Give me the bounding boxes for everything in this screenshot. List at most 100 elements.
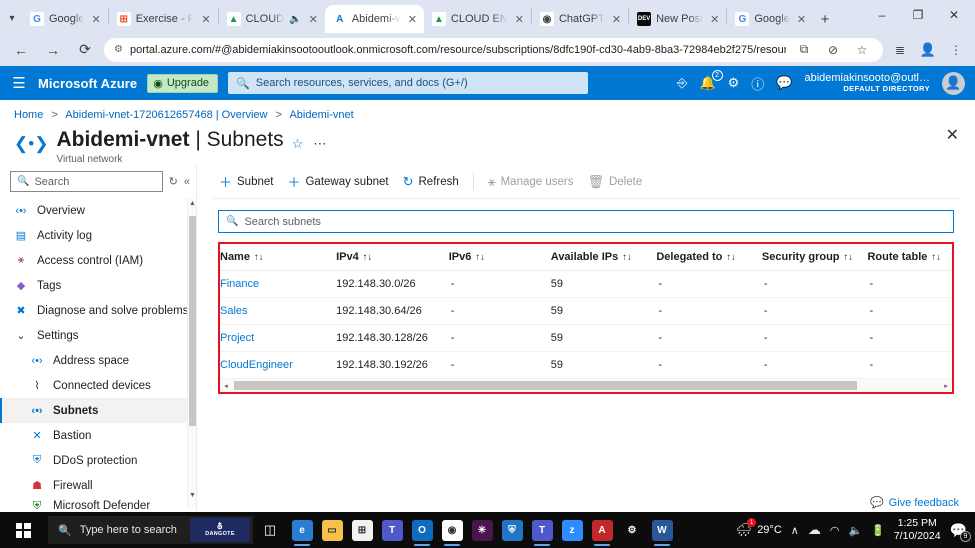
sidebar-item-ddos-protection[interactable]: ⛨ DDoS protection bbox=[0, 448, 196, 473]
extensions-icon[interactable]: ≣ bbox=[894, 42, 906, 57]
give-feedback-link[interactable]: 💬 Give feedback bbox=[870, 496, 959, 510]
browser-tab-5[interactable]: ◉ ChatGPT ✕ bbox=[532, 5, 628, 33]
browser-menu-icon[interactable]: ⋮ bbox=[950, 42, 962, 57]
sidebar-scrollbar[interactable]: ▲ ▼ bbox=[187, 198, 196, 509]
more-options-icon[interactable]: ⋯ bbox=[313, 136, 327, 151]
resource-menu-search-input[interactable]: 🔍 Search bbox=[10, 171, 163, 193]
sort-icon[interactable]: ↑↓ bbox=[362, 252, 373, 264]
column-header-route-table[interactable]: Route table ↑↓ bbox=[867, 244, 952, 272]
sort-icon[interactable]: ↑↓ bbox=[622, 252, 632, 264]
command-refresh[interactable]: ↻ Refresh bbox=[403, 174, 459, 190]
sidebar-item-address-space[interactable]: ‹•› Address space bbox=[0, 348, 196, 373]
profile-avatar-icon[interactable]: 👤 bbox=[919, 41, 937, 57]
window-minimize-button[interactable]: – bbox=[878, 8, 886, 22]
subnet-link[interactable]: Sales bbox=[220, 305, 248, 318]
weather-widget[interactable]: 🌧 1 29°C bbox=[736, 518, 782, 538]
new-tab-button[interactable]: + bbox=[820, 10, 830, 28]
cell-name[interactable]: Sales bbox=[220, 297, 337, 326]
scroll-up-arrow-icon[interactable]: ▲ bbox=[189, 200, 196, 208]
tab-audio-icon[interactable]: 🔈 bbox=[289, 13, 302, 25]
table-row[interactable]: CloudEngineer 192.148.30.192/26-59- - - bbox=[220, 351, 952, 380]
taskbar-edge-icon[interactable]: e bbox=[287, 512, 317, 548]
breadcrumb-item-vnet[interactable]: Abidemi-vnet bbox=[289, 109, 354, 121]
table-horizontal-scrollbar[interactable]: ◂ ▸ bbox=[220, 379, 952, 393]
wifi-icon[interactable]: ◠ bbox=[829, 524, 840, 537]
sidebar-item-overview[interactable]: ‹•› Overview bbox=[0, 198, 196, 223]
gear-icon[interactable]: ⚙ bbox=[727, 75, 740, 90]
onedrive-cloud-icon[interactable]: ☁ bbox=[807, 522, 821, 537]
tab-close-icon[interactable]: ✕ bbox=[710, 13, 720, 26]
command-subnet[interactable]: ＋ Subnet bbox=[219, 172, 273, 191]
browser-tab-7[interactable]: G Google ✕ bbox=[727, 5, 813, 33]
table-row[interactable]: Project 192.148.30.128/26-59- - - bbox=[220, 324, 952, 353]
subnet-link[interactable]: CloudEngineer bbox=[220, 359, 293, 372]
breadcrumb-item-overview[interactable]: Abidemi-vnet-1720612657468 | Overview bbox=[65, 109, 268, 121]
address-bar[interactable]: ⚙ portal.azure.com/#@abidemiakinsootoout… bbox=[104, 37, 883, 62]
help-icon[interactable]: ⓘ bbox=[751, 76, 765, 92]
sidebar-item-subnets[interactable]: ‹•› Subnets bbox=[0, 398, 196, 424]
notifications-icon[interactable]: 🔔 2 bbox=[699, 70, 723, 91]
browser-tab-6[interactable]: DEV New Post ✕ bbox=[629, 5, 726, 33]
tab-close-icon[interactable]: ✕ bbox=[611, 13, 622, 26]
scroll-down-arrow-icon[interactable]: ▼ bbox=[189, 492, 196, 500]
window-maximize-button[interactable]: ❐ bbox=[912, 8, 924, 22]
taskbar-clock[interactable]: 1:25 PM 7/10/2024 bbox=[894, 517, 941, 543]
table-scroll-thumb[interactable] bbox=[234, 381, 858, 391]
sort-icon[interactable]: ↑↓ bbox=[726, 252, 736, 264]
cloud-shell-icon[interactable]: ⎆ bbox=[677, 75, 688, 90]
cell-name[interactable]: Finance bbox=[220, 270, 337, 299]
scroll-left-arrow-icon[interactable]: ◂ bbox=[224, 382, 228, 390]
search-subnets-input[interactable]: 🔍 Search subnets bbox=[218, 210, 954, 234]
start-button[interactable] bbox=[0, 512, 46, 548]
favorite-star-icon[interactable]: ☆ bbox=[291, 136, 304, 151]
taskbar-acrobat-icon[interactable]: A bbox=[587, 512, 617, 548]
taskbar-word-icon[interactable]: W bbox=[647, 512, 677, 548]
sidebar-item-bastion[interactable]: ✕ Bastion bbox=[0, 423, 196, 448]
global-search-input[interactable]: 🔍 Search resources, services, and docs (… bbox=[228, 72, 589, 94]
column-header-security-group[interactable]: Security group ↑↓ bbox=[761, 244, 868, 272]
cell-name[interactable]: Project bbox=[220, 324, 337, 353]
upgrade-button[interactable]: ◉ Upgrade bbox=[147, 73, 219, 93]
portal-menu-icon[interactable]: ☰ bbox=[12, 75, 26, 92]
sidebar-item-settings[interactable]: ⌄ Settings bbox=[0, 323, 196, 348]
reload-button[interactable]: ⟳ bbox=[79, 41, 91, 57]
sort-icon[interactable]: ↑↓ bbox=[931, 252, 941, 264]
forward-button[interactable]: → bbox=[46, 41, 60, 58]
browser-tab-2[interactable]: ▲ CLOUD 🔈 ✕ bbox=[219, 5, 325, 33]
taskbar-outlook-icon[interactable]: O bbox=[407, 512, 437, 548]
sort-icon[interactable]: ↑↓ bbox=[843, 252, 854, 264]
battery-icon[interactable]: 🔋 bbox=[871, 524, 885, 537]
scroll-right-arrow-icon[interactable]: ▸ bbox=[944, 382, 948, 390]
browser-tab-4[interactable]: ▲ CLOUD EN ✕ bbox=[424, 5, 531, 33]
tab-close-icon[interactable]: ✕ bbox=[796, 13, 807, 26]
sort-icon[interactable]: ↑↓ bbox=[475, 252, 485, 264]
taskbar-slack-icon[interactable]: ✳ bbox=[467, 512, 497, 548]
close-blade-button[interactable]: ✕ bbox=[945, 127, 959, 144]
tab-close-icon[interactable]: ✕ bbox=[514, 13, 524, 26]
column-header-ipv4[interactable]: IPv4 ↑↓ bbox=[336, 244, 449, 272]
sidebar-item-microsoft-defender-for-cloud[interactable]: ⛨ Microsoft Defender for Cloud bbox=[0, 498, 196, 510]
tab-list-chevron-icon[interactable]: ▾ bbox=[9, 12, 15, 24]
window-close-button[interactable]: ✕ bbox=[948, 8, 960, 22]
sidebar-item-access-control-iam[interactable]: ⚹ Access control (IAM) bbox=[0, 248, 196, 273]
taskbar-search-input[interactable]: 🔍 Type here to search ⛢ DANGOTE bbox=[48, 516, 253, 544]
taskbar-microsoft-store-icon[interactable]: ⊞ bbox=[347, 512, 377, 548]
tab-close-icon[interactable]: ✕ bbox=[91, 13, 101, 26]
avatar[interactable]: 👤 bbox=[942, 71, 965, 95]
taskbar-teams-icon[interactable]: T bbox=[377, 512, 407, 548]
table-row[interactable]: Sales 192.148.30.64/26-59- - - bbox=[220, 297, 952, 326]
tab-close-icon[interactable]: ✕ bbox=[308, 13, 318, 26]
sidebar-item-diagnose-and-solve-problems[interactable]: ✖ Diagnose and solve problems bbox=[0, 298, 196, 323]
table-row[interactable]: Finance 192.148.30.0/26-59- - - bbox=[220, 270, 952, 299]
sort-icon[interactable]: ↑↓ bbox=[253, 252, 264, 264]
sidebar-item-activity-log[interactable]: ▤ Activity log bbox=[0, 223, 196, 248]
column-header-available-ips[interactable]: Available IPs ↑↓ bbox=[550, 244, 657, 272]
tray-expand-chevron-icon[interactable]: ∧ bbox=[790, 524, 799, 537]
subnet-link[interactable]: Finance bbox=[220, 278, 260, 291]
tab-close-icon[interactable]: ✕ bbox=[407, 13, 417, 26]
cell-name[interactable]: CloudEngineer bbox=[220, 351, 337, 380]
account-info[interactable]: abidemiakinsooto@outl… DEFAULT DIRECTORY bbox=[804, 72, 930, 93]
sidebar-item-connected-devices[interactable]: ⌇ Connected devices bbox=[0, 373, 196, 398]
collapse-menu-icon[interactable]: « bbox=[183, 175, 190, 188]
tracking-blocked-icon[interactable]: ⊘ bbox=[827, 42, 839, 57]
